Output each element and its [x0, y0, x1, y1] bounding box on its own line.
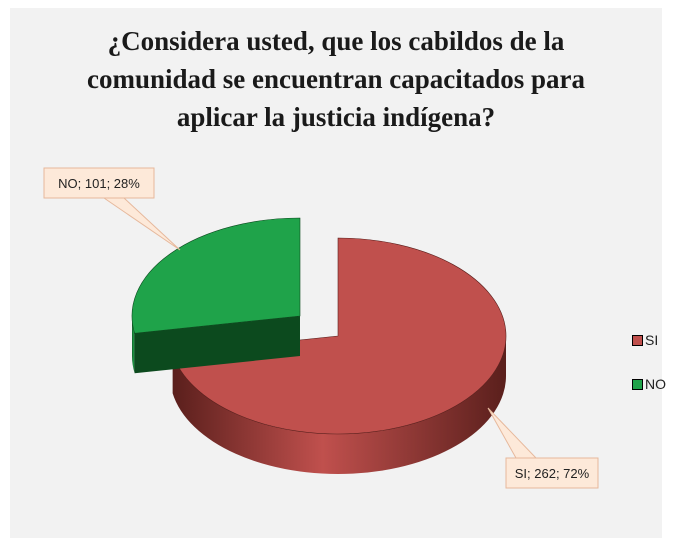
legend-swatch-si — [632, 334, 643, 346]
callout-box-si — [505, 457, 599, 489]
pie-chart: SI; 262; 72% NO; 101; 28% — [43, 167, 599, 489]
legend-item-si: SI — [632, 332, 658, 348]
chart-title: ¿Considera usted, que los cabildos de la… — [86, 26, 586, 132]
pie-side-si — [172, 336, 507, 474]
data-label-no: NO; 101; 28% — [58, 176, 140, 191]
pie-side-no — [132, 316, 135, 374]
callout-box-no — [43, 167, 155, 199]
pie-slice-si — [172, 237, 507, 435]
data-label-si: SI; 262; 72% — [515, 466, 590, 481]
pie-slice-no — [131, 217, 301, 334]
legend-label-no: NO — [645, 376, 666, 392]
legend-item-no: NO — [632, 376, 666, 392]
callout-pointer-si — [487, 407, 538, 459]
pie-cut-wall-no-0 — [134, 316, 300, 374]
legend-swatch-no — [632, 378, 643, 390]
legend-label-si: SI — [645, 332, 659, 348]
chart-area: ¿Considera usted, que los cabildos de la… — [10, 8, 666, 538]
callout-pointer-no — [102, 197, 181, 251]
